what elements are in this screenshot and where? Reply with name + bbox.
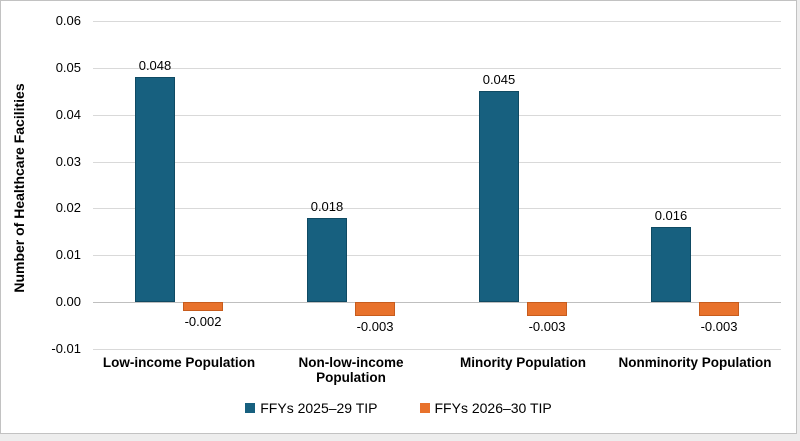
x-category-label: Low-income Population [102, 355, 256, 370]
bar [355, 302, 395, 316]
zero-gridline [93, 302, 781, 303]
y-tick-label: 0.06 [55, 13, 81, 28]
y-tick-label: -0.01 [51, 341, 81, 356]
legend-label: FFYs 2026–30 TIP [434, 400, 552, 416]
bar [527, 302, 567, 316]
gridline [93, 21, 781, 22]
legend-item: FFYs 2026–30 TIP [419, 400, 552, 416]
y-tick-label: 0.03 [55, 154, 81, 169]
bar-value-label: 0.018 [310, 199, 344, 214]
bar [479, 91, 519, 302]
gridline [93, 349, 781, 350]
bar [183, 302, 223, 311]
gridline [93, 162, 781, 163]
bar-value-label: -0.003 [356, 319, 394, 334]
y-tick-label: 0.00 [55, 294, 81, 309]
legend-label: FFYs 2025–29 TIP [260, 400, 378, 416]
bar-value-label: -0.003 [700, 319, 738, 334]
y-tick-label: 0.05 [55, 60, 81, 75]
legend-swatch [419, 403, 430, 413]
x-category-label: Non-low-income Population [298, 355, 404, 385]
legend: FFYs 2025–29 TIP FFYs 2026–30 TIP [1, 400, 796, 416]
gridline [93, 208, 781, 209]
bar [699, 302, 739, 316]
gridline [93, 115, 781, 116]
x-category-label: Minority Population [460, 355, 586, 370]
gridline [93, 68, 781, 69]
x-category-label: Nonminority Population [618, 355, 772, 370]
bar-value-label: 0.048 [138, 58, 172, 73]
y-tick-label: 0.04 [55, 107, 81, 122]
bar [135, 77, 175, 302]
y-tick-label: 0.01 [55, 247, 81, 262]
y-axis-title: Number of Healthcare Facilities [11, 83, 27, 293]
bar-value-label: 0.045 [482, 72, 516, 87]
bar [307, 218, 347, 302]
gridline [93, 255, 781, 256]
bar-value-label: -0.003 [528, 319, 566, 334]
bar-value-label: 0.016 [654, 208, 688, 223]
legend-swatch [245, 403, 256, 413]
legend-item: FFYs 2025–29 TIP [245, 400, 378, 416]
bar [651, 227, 691, 302]
y-tick-label: 0.02 [55, 200, 81, 215]
bar-value-label: -0.002 [184, 314, 222, 329]
